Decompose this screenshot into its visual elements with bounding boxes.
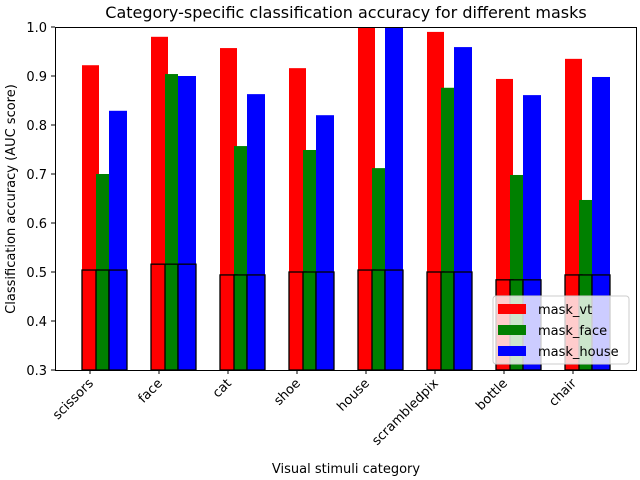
y-tick-label: 0.4 bbox=[26, 315, 47, 330]
chance-bar-mask_face-shoe bbox=[302, 271, 317, 371]
chance-bar-mask_house-face bbox=[177, 263, 197, 371]
legend-swatch-mask_house bbox=[498, 346, 526, 356]
chance-bar-mask_house-shoe bbox=[315, 271, 335, 371]
chance-bar-mask_house-cat bbox=[246, 274, 266, 371]
legend-swatch-mask_face bbox=[498, 325, 526, 335]
chance-bar-mask_face-face bbox=[164, 263, 179, 371]
chance-bar-mask_house-scrambledpix bbox=[453, 271, 473, 371]
y-tick-label: 0.6 bbox=[26, 217, 47, 232]
y-tick-label: 0.3 bbox=[26, 364, 47, 379]
x-axis-label: Visual stimuli category bbox=[272, 462, 420, 477]
x-tick-label: face bbox=[136, 376, 166, 406]
x-tick-label: chair bbox=[546, 376, 580, 410]
legend-label-mask_vt: mask_vt bbox=[538, 303, 592, 318]
x-tick-label: shoe bbox=[271, 376, 304, 409]
legend: mask_vt mask_face mask_house bbox=[492, 295, 630, 365]
chance-bar-mask_face-scrambledpix bbox=[440, 271, 455, 371]
x-tick-label: cat bbox=[210, 376, 235, 401]
y-tick-label: 1.0 bbox=[26, 21, 47, 36]
legend-box bbox=[492, 295, 630, 365]
chance-bar-mask_face-scissors bbox=[95, 269, 110, 371]
y-axis-label: Classification accuracy (AUC score) bbox=[4, 84, 19, 314]
legend-label-mask_face: mask_face bbox=[538, 324, 607, 339]
x-tick-label: scrambledpix bbox=[369, 376, 442, 449]
y-tick-label: 0.5 bbox=[26, 266, 47, 281]
x-tick-label: house bbox=[335, 376, 373, 414]
chart-title: Category-specific classification accurac… bbox=[105, 3, 586, 22]
y-tick-label: 0.8 bbox=[26, 119, 47, 134]
plot-frame bbox=[55, 27, 637, 371]
chance-bar-mask_house-scissors bbox=[108, 269, 128, 371]
legend-label-mask_house: mask_house bbox=[538, 345, 619, 360]
y-tick-label: 0.7 bbox=[26, 168, 47, 183]
chance-bar-mask_face-cat bbox=[233, 274, 248, 371]
y-tick-label: 0.9 bbox=[26, 70, 47, 85]
x-tick-label: bottle bbox=[473, 376, 510, 413]
x-tick-label: scissors bbox=[50, 376, 97, 423]
chance-bar-mask_face-house bbox=[371, 269, 386, 371]
chance-bar-mask_house-house bbox=[384, 269, 404, 371]
legend-swatch-mask_vt bbox=[498, 304, 526, 314]
